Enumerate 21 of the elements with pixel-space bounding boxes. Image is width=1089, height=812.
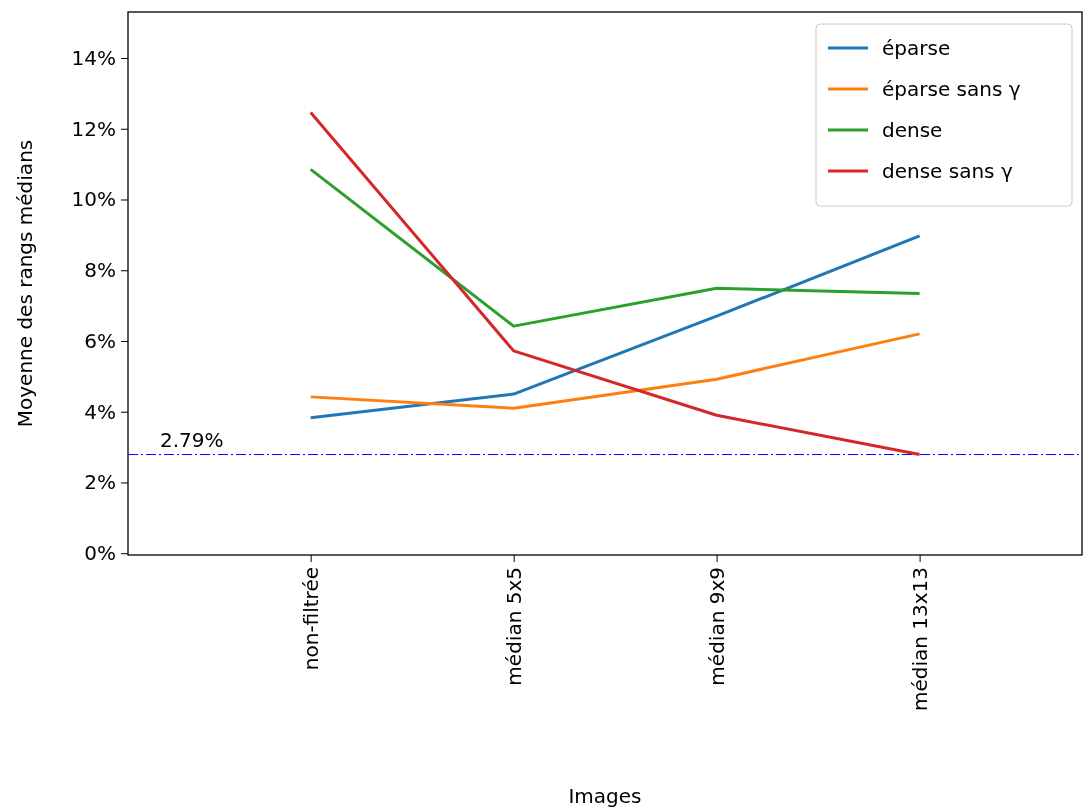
ref-line-label: 2.79% (160, 427, 224, 452)
y-tick-label: 4% (84, 399, 116, 424)
legend-label: éparse (882, 36, 951, 60)
x-tick-label: médian 13x13 (908, 567, 933, 712)
legend-label: éparse sans γ (882, 77, 1021, 101)
y-tick-label: 2% (84, 470, 116, 495)
x-axis-title: Images (568, 784, 642, 808)
x-tick-label: médian 9x9 (705, 567, 730, 686)
y-axis-title: Moyenne des rangs médians (13, 139, 37, 428)
y-tick-label: 8% (84, 258, 116, 283)
y-tick-label: 10% (71, 187, 116, 212)
y-tick-label: 6% (84, 328, 116, 353)
legend-label: dense (882, 118, 943, 142)
y-tick-label: 14% (71, 45, 116, 70)
x-tick-label: non-filtrée (299, 567, 324, 671)
line-series (309, 332, 922, 410)
y-tick-label: 0% (84, 541, 116, 566)
line-series (309, 234, 922, 420)
legend-label: dense sans γ (882, 159, 1013, 183)
x-tick-label: médian 5x5 (502, 567, 527, 686)
y-tick-label: 12% (71, 116, 116, 141)
